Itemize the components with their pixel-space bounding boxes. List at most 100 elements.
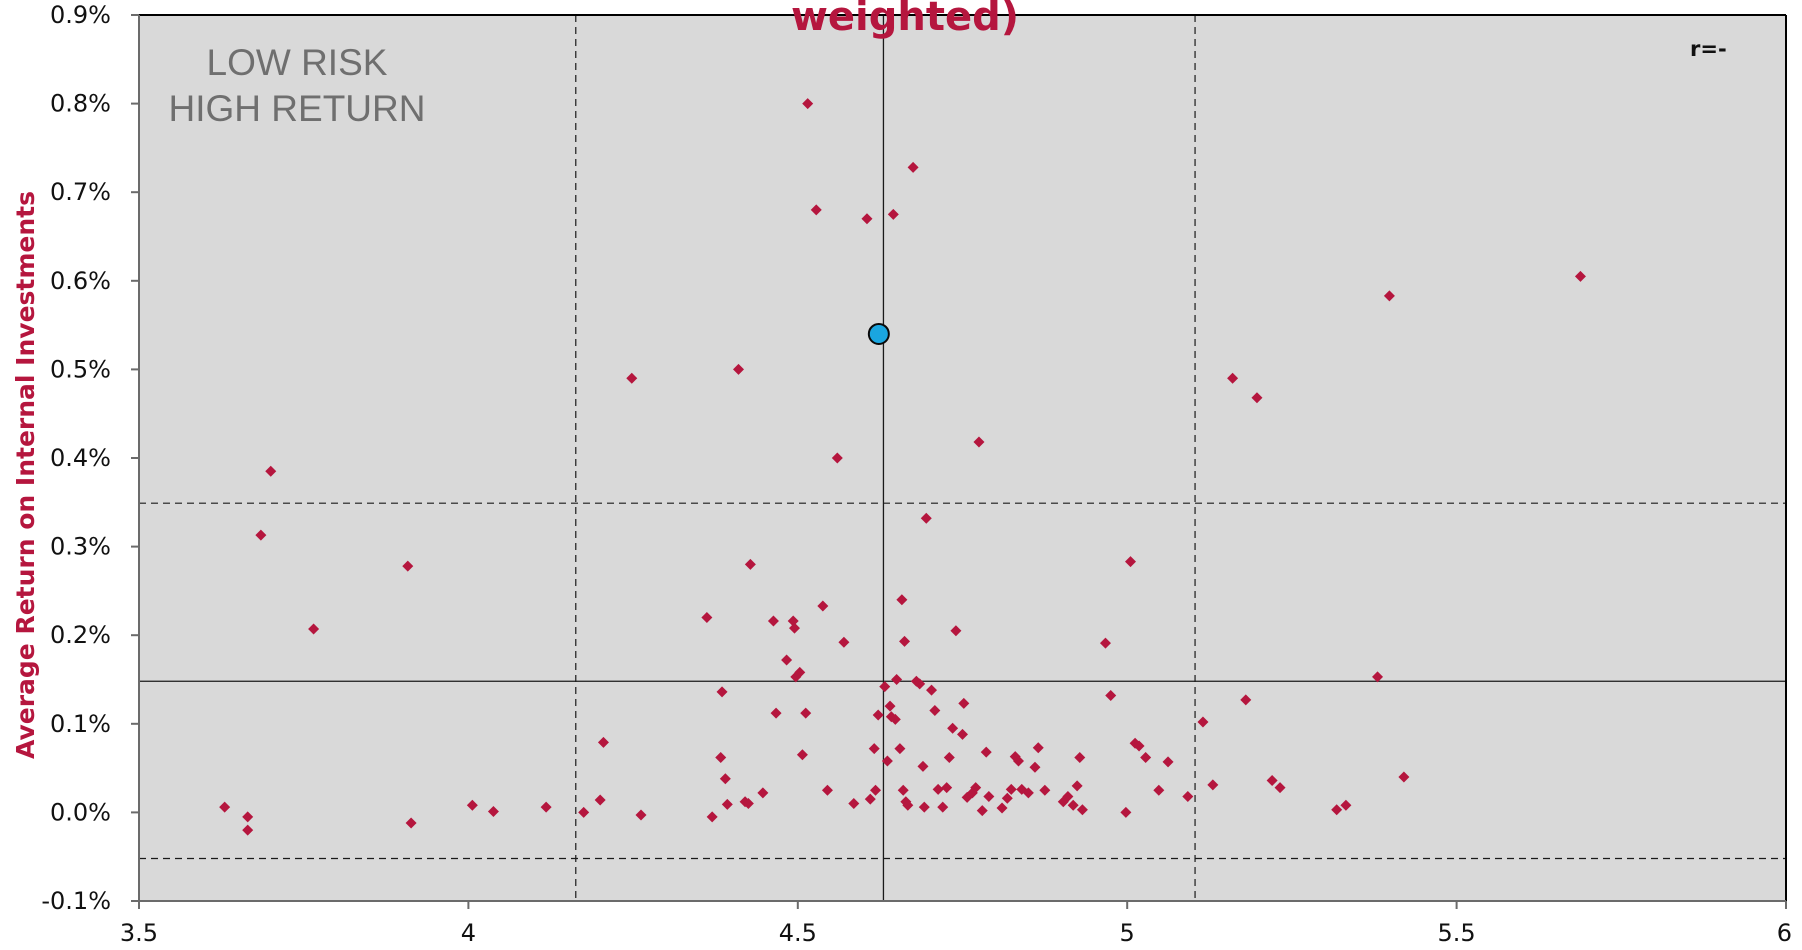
data-point	[1076, 804, 1088, 816]
y-tick-label: 0.2%	[50, 621, 111, 649]
data-point	[800, 707, 812, 719]
data-point	[706, 811, 718, 823]
data-point	[976, 805, 988, 817]
data-point	[897, 784, 909, 796]
y-tick-label: 0.3%	[50, 533, 111, 561]
y-tick-label: 0.6%	[50, 267, 111, 295]
data-point	[831, 452, 843, 464]
data-point	[1197, 716, 1209, 728]
y-tick-label: 0.7%	[50, 178, 111, 206]
data-point	[1124, 556, 1136, 568]
data-point	[794, 666, 806, 678]
data-point	[626, 372, 638, 384]
quadrant-label-line2: HIGH RETURN	[169, 88, 426, 129]
y-tick-label: 0.4%	[50, 444, 111, 472]
data-point	[983, 790, 995, 802]
data-point	[1001, 792, 1013, 804]
data-point	[1022, 787, 1034, 799]
data-point	[868, 743, 880, 755]
data-point	[1067, 799, 1079, 811]
data-point	[1153, 784, 1165, 796]
data-point	[1266, 775, 1278, 787]
data-point	[1029, 761, 1041, 773]
data-point	[1240, 694, 1252, 706]
data-point	[1120, 806, 1132, 818]
data-point	[810, 204, 822, 216]
x-tick-label: 5.5	[1438, 919, 1476, 947]
data-point	[996, 802, 1008, 814]
data-point	[896, 594, 908, 606]
y-tick-label: 0.1%	[50, 710, 111, 738]
x-tick-label: 4.5	[779, 919, 817, 947]
y-tick-label: -0.1%	[41, 887, 111, 915]
data-point	[242, 811, 254, 823]
data-point	[941, 782, 953, 794]
y-tick-label: 0.9%	[50, 1, 111, 29]
data-point	[789, 622, 801, 634]
data-point	[796, 749, 808, 761]
data-point	[894, 743, 906, 755]
plot-area	[139, 15, 1786, 901]
data-point	[973, 436, 985, 448]
data-point	[578, 806, 590, 818]
data-point	[1105, 689, 1117, 701]
data-point	[1162, 756, 1174, 768]
data-point	[1207, 779, 1219, 791]
data-point	[1074, 751, 1086, 763]
data-point	[926, 684, 938, 696]
data-point	[980, 746, 992, 758]
data-point	[914, 678, 926, 690]
data-point	[405, 817, 417, 829]
data-point	[887, 208, 899, 220]
x-tick-label: 6	[1777, 919, 1792, 947]
y-tick-label: 0.8%	[50, 90, 111, 118]
data-point	[767, 615, 779, 627]
data-point	[781, 654, 793, 666]
data-point	[597, 736, 609, 748]
data-point	[889, 713, 901, 725]
data-point	[1274, 782, 1286, 794]
x-tick-label: 3.5	[120, 919, 158, 947]
data-point	[817, 600, 829, 612]
x-tick-label: 4	[461, 919, 476, 947]
data-point	[715, 751, 727, 763]
quadrant-label-line1: LOW RISK	[207, 42, 388, 83]
data-point	[594, 794, 606, 806]
data-point	[861, 213, 873, 225]
data-point	[884, 700, 896, 712]
data-point	[1062, 790, 1074, 802]
data-point	[265, 465, 277, 477]
data-point	[721, 798, 733, 810]
data-point	[487, 806, 499, 818]
data-point	[540, 801, 552, 813]
data-point	[937, 801, 949, 813]
data-point	[1372, 671, 1384, 683]
data-point	[907, 161, 919, 173]
data-point	[1032, 742, 1044, 754]
data-point	[1574, 270, 1586, 282]
data-point	[848, 798, 860, 810]
data-point	[957, 728, 968, 740]
correlation-label: r=-	[1690, 37, 1727, 61]
data-point	[1099, 637, 1111, 649]
data-point	[308, 623, 320, 635]
data-point	[742, 798, 754, 810]
data-point	[744, 558, 756, 570]
data-point	[958, 697, 970, 709]
data-point	[716, 686, 728, 698]
data-point	[219, 801, 231, 813]
data-point	[872, 709, 884, 721]
chart-title: weighted)	[791, 0, 1019, 40]
data-point	[466, 799, 478, 811]
data-point	[950, 625, 962, 637]
data-point	[1071, 780, 1083, 792]
data-point	[918, 801, 930, 813]
data-point	[1340, 799, 1352, 811]
data-point	[802, 98, 814, 110]
data-point	[920, 512, 932, 524]
data-point	[787, 615, 799, 627]
data-point	[1331, 804, 1343, 816]
data-point	[402, 560, 414, 572]
